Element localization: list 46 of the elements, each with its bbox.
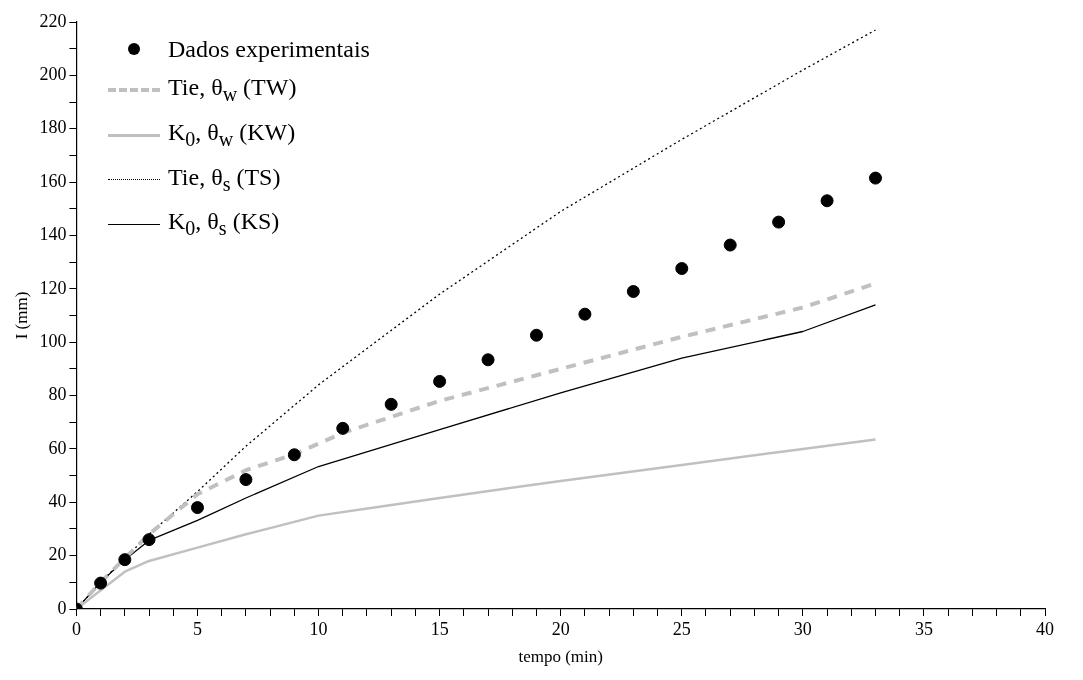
y-tick-label: 140	[39, 224, 67, 245]
y-tick-label: 0	[57, 597, 67, 618]
y-tick-label: 160	[39, 170, 67, 191]
y-axis-title: I (mm)	[11, 291, 31, 340]
point	[869, 171, 882, 185]
point	[336, 421, 350, 435]
point	[820, 194, 834, 208]
x-tick-label: 40	[1036, 618, 1054, 639]
point	[723, 238, 737, 252]
x-tick-label: 35	[914, 618, 933, 639]
legend-label: K$_{0}$, θ$_{w}$ (KW)	[168, 117, 296, 152]
point	[118, 553, 132, 567]
point	[287, 448, 301, 462]
legend-label: Tie, θ$_{w}$ (TW)	[168, 73, 297, 107]
y-tick-label: 200	[39, 64, 67, 85]
point	[772, 215, 786, 229]
x-axis-title: tempo (min)	[518, 647, 603, 667]
point	[529, 328, 543, 342]
y-tick-label: 100	[39, 330, 67, 351]
legend-label: K$_{0}$, θ$_{s}$ (KS)	[168, 207, 280, 242]
legend-label: Tie, θ$_{s}$ (TS)	[168, 162, 281, 197]
point	[94, 576, 108, 590]
x-tick-label: 0	[71, 618, 81, 639]
point	[481, 353, 495, 367]
point	[142, 533, 156, 547]
point	[190, 501, 204, 515]
y-tick-label: 220	[39, 10, 67, 31]
legend-label: Dados experimentais	[168, 35, 370, 64]
x-tick-label: 5	[192, 618, 202, 639]
y-tick-label: 80	[48, 384, 67, 405]
x-tick-label: 25	[672, 618, 691, 639]
x-tick-label: 10	[309, 618, 328, 639]
x-tick-label: 15	[430, 618, 449, 639]
point	[384, 397, 398, 411]
y-tick-label: 20	[48, 544, 67, 565]
y-tick-label: 180	[39, 117, 67, 138]
point	[239, 473, 253, 487]
y-tick-label: 40	[48, 491, 67, 512]
point	[578, 307, 592, 321]
point	[433, 374, 447, 388]
x-tick-label: 20	[551, 618, 570, 639]
y-tick-label: 60	[48, 437, 67, 458]
y-tick-label: 120	[39, 277, 67, 298]
x-tick-label: 30	[793, 618, 812, 639]
point	[675, 262, 689, 276]
point	[626, 284, 640, 298]
